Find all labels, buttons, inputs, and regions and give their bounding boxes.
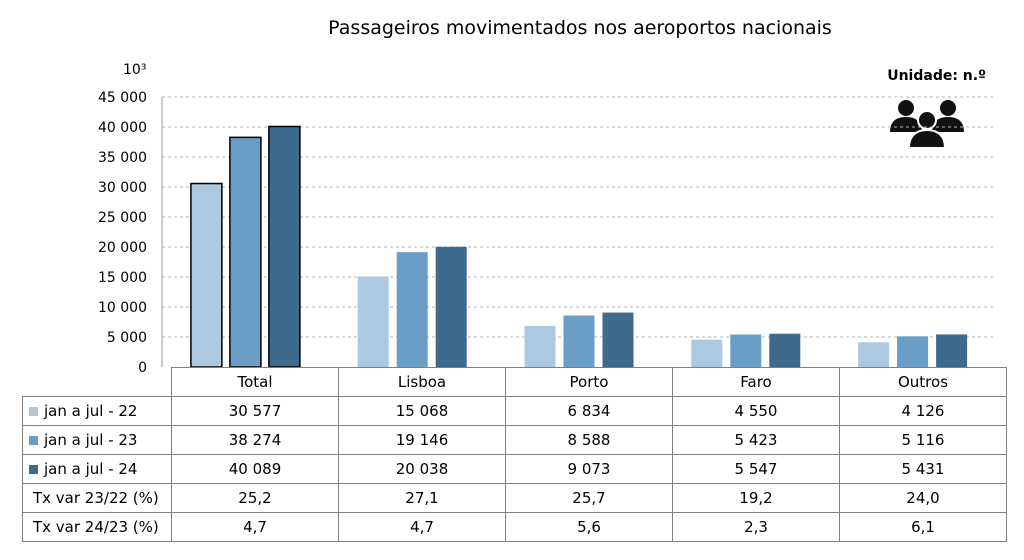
legend-swatch	[29, 436, 38, 445]
bar-faro-1	[691, 339, 723, 367]
category-label: Outros	[839, 367, 1007, 397]
data-table: Total Lisboa Porto Faro Outros jan a jul - 22…	[22, 367, 1007, 542]
table-row: Tx var 23/22 (%) 25,2 27,1 25,7 19,2 24,0	[22, 483, 1007, 513]
data-label: 40 089	[171, 454, 339, 484]
legend-entry: jan a jul - 23	[22, 425, 172, 455]
bar-faro-3	[769, 333, 801, 367]
rate-value: 25,2	[171, 483, 339, 513]
data-label: 5 431	[839, 454, 1007, 484]
bar-lisboa-3	[435, 246, 467, 367]
data-label: 15 068	[338, 396, 506, 426]
legend-entry: jan a jul - 22	[22, 396, 172, 426]
table-row: jan a jul - 22 30 577 15 068 6 834 4 550 4 12…	[22, 396, 1007, 426]
legend-label: jan a jul - 24	[44, 460, 138, 478]
bar-outros-3	[936, 334, 968, 367]
data-label: 5 547	[672, 454, 840, 484]
category-label: Porto	[505, 367, 673, 397]
data-label: 38 274	[171, 425, 339, 455]
bar-total-3	[268, 125, 301, 368]
y-tick-label: 5 000	[107, 330, 147, 346]
bar-lisboa-2	[396, 252, 428, 367]
bar-porto-2	[563, 315, 595, 367]
y-tick-label: 0	[138, 360, 147, 376]
rate-value: 19,2	[672, 483, 840, 513]
y-axis-unit-label: 10³	[123, 62, 146, 78]
rate-value: 25,7	[505, 483, 673, 513]
legend-entry: jan a jul - 24	[22, 454, 172, 484]
rate-label: Tx var 23/22 (%)	[22, 483, 172, 513]
data-label: 6 834	[505, 396, 673, 426]
category-label: Faro	[672, 367, 840, 397]
chart-title: Passageiros movimentados nos aeroportos …	[328, 17, 832, 39]
rate-value: 6,1	[839, 512, 1007, 542]
legend-swatch	[29, 407, 38, 416]
table-row: jan a jul - 24 40 089 20 038 9 073 5 547 5 43…	[22, 454, 1007, 484]
bar-total-1	[190, 182, 223, 368]
bar-porto-3	[602, 312, 634, 367]
y-tick-label: 35 000	[98, 150, 147, 166]
table-header-row: Total Lisboa Porto Faro Outros	[23, 367, 1007, 397]
bar-outros-2	[897, 336, 929, 367]
data-label: 4 550	[672, 396, 840, 426]
bar-lisboa-1	[357, 276, 389, 367]
data-label: 8 588	[505, 425, 673, 455]
table-corner	[23, 368, 172, 397]
legend-swatch	[29, 465, 38, 474]
y-tick-label: 40 000	[98, 120, 147, 136]
rate-value: 24,0	[839, 483, 1007, 513]
bars	[190, 125, 968, 368]
bar-outros-1	[858, 342, 890, 367]
rate-value: 4,7	[338, 512, 506, 542]
y-tick-label: 30 000	[98, 180, 147, 196]
y-tick-label: 45 000	[98, 90, 147, 106]
bar-porto-1	[524, 325, 556, 367]
data-label: 20 038	[338, 454, 506, 484]
y-tick-label: 20 000	[98, 240, 147, 256]
category-label: Lisboa	[338, 367, 506, 397]
bar-faro-2	[730, 334, 762, 367]
rate-label: Tx var 24/23 (%)	[22, 512, 172, 542]
rate-value: 4,7	[171, 512, 339, 542]
data-label: 30 577	[171, 396, 339, 426]
y-tick-label: 15 000	[98, 270, 147, 286]
data-label: 5 423	[672, 425, 840, 455]
data-label: 19 146	[338, 425, 506, 455]
unit-label: Unidade: n.º	[887, 68, 986, 84]
data-label: 4 126	[839, 396, 1007, 426]
y-tick-label: 25 000	[98, 210, 147, 226]
bar-total-2	[229, 136, 262, 368]
people-group-icon	[890, 100, 964, 148]
legend-label: jan a jul - 23	[44, 431, 138, 449]
table-row: jan a jul - 23 38 274 19 146 8 588 5 423 5 11…	[22, 425, 1007, 455]
y-axis-tick-labels: 0 5 000 10 000 15 000 20 000 25 000 30 000 35 0…	[98, 90, 147, 376]
rate-value: 2,3	[672, 512, 840, 542]
rate-value: 27,1	[338, 483, 506, 513]
data-label: 5 116	[839, 425, 1007, 455]
rate-value: 5,6	[505, 512, 673, 542]
category-label: Total	[171, 367, 339, 397]
table-row: Tx var 24/23 (%) 4,7 4,7 5,6 2,3 6,1	[22, 512, 1007, 542]
legend-label: jan a jul - 22	[44, 402, 138, 420]
y-tick-label: 10 000	[98, 300, 147, 316]
data-label: 9 073	[505, 454, 673, 484]
